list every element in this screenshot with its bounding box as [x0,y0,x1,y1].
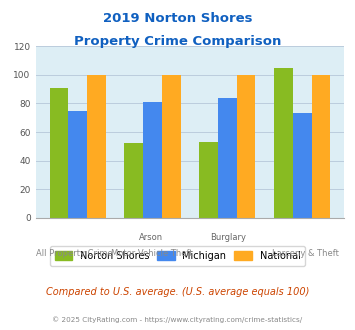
Bar [293,114,312,218]
Bar [162,75,181,218]
Bar [312,75,330,218]
Text: Burglary: Burglary [211,233,246,242]
Text: All Property Crime: All Property Crime [36,249,113,258]
Bar [199,142,218,218]
Bar [143,102,162,218]
Bar [237,75,256,218]
Bar [218,98,237,218]
Bar [124,144,143,218]
Text: Motor Vehicle Theft: Motor Vehicle Theft [110,249,192,258]
Text: Compared to U.S. average. (U.S. average equals 100): Compared to U.S. average. (U.S. average … [46,287,309,297]
Bar [50,88,68,218]
Text: 2019 Norton Shores: 2019 Norton Shores [103,12,252,24]
Text: © 2025 CityRating.com - https://www.cityrating.com/crime-statistics/: © 2025 CityRating.com - https://www.city… [53,316,302,323]
Text: Arson: Arson [139,233,163,242]
Bar [68,111,87,218]
Legend: Norton Shores, Michigan, National: Norton Shores, Michigan, National [50,246,305,266]
Bar [87,75,106,218]
Text: Property Crime Comparison: Property Crime Comparison [74,35,281,48]
Text: Larceny & Theft: Larceny & Theft [272,249,339,258]
Bar [274,68,293,218]
